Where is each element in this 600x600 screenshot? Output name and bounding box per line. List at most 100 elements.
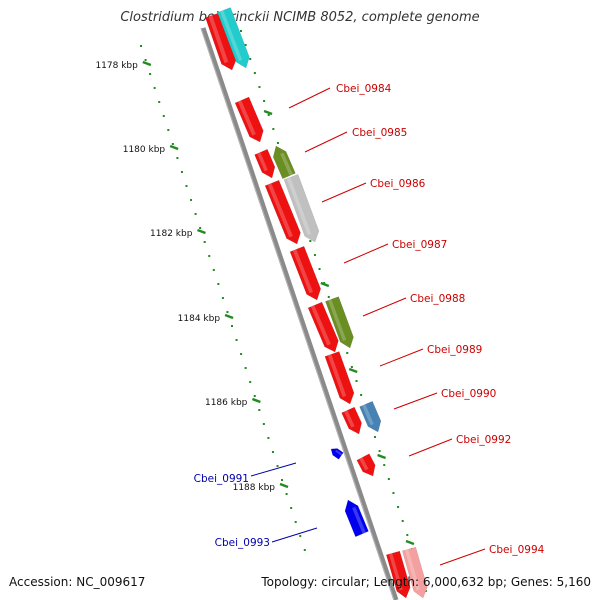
gene-labels: Cbei_0984 Cbei_0985 Cbei_0986 Cbei_0987 Cbei… [194, 83, 545, 556]
gene-arrow [254, 148, 276, 179]
ruler-dot [180, 171, 183, 173]
gene-arrow-highlight [344, 410, 355, 428]
gene-arrow-highlight [389, 553, 403, 591]
ruler-dot [240, 30, 242, 32]
ruler-dot [378, 450, 381, 452]
gene-arrow-highlight [359, 457, 369, 471]
ruler-dot [276, 465, 279, 467]
gene-arrow [217, 7, 250, 69]
ruler-dot [327, 296, 330, 298]
leader-line [379, 348, 424, 367]
gene-arrow [283, 174, 320, 243]
ruler-major-tick [263, 109, 273, 116]
ruler-dot [258, 86, 261, 88]
ruler-dot [208, 255, 211, 257]
ruler-major-tick [320, 281, 330, 288]
ruler-dot [199, 227, 202, 229]
genome-backbone [200, 27, 399, 600]
ruler-dot [249, 58, 252, 60]
leader-line [408, 438, 453, 457]
tick-labels: 1178 kbp 1180 kbp 1182 kbp 1184 kbp 1186 kbp… [95, 61, 275, 493]
ruler-dot [167, 129, 170, 131]
gene-arrow [341, 406, 362, 435]
gene-arrow [264, 179, 301, 245]
gene-arrow [359, 400, 382, 433]
ruler-dot [303, 549, 306, 551]
ruler-tick-label: 1180 kbp [123, 145, 166, 155]
ruler-dot [203, 241, 206, 243]
gene-arrow-highlight [328, 299, 347, 341]
ruler-dot [262, 423, 265, 425]
ruler-dot [285, 493, 288, 495]
gene-label: Cbei_0991 [194, 473, 249, 485]
ruler-major-tick [377, 453, 387, 460]
ruler-dot [149, 73, 152, 75]
ruler-tick-label: 1182 kbp [150, 229, 193, 239]
ruler-dot [299, 535, 302, 537]
ruler-dot [355, 380, 358, 382]
gene-arrow [330, 448, 344, 460]
ruler-dot [185, 185, 188, 187]
ruler-dot [263, 100, 266, 102]
ruler-dot [249, 381, 252, 383]
ruler-dot [360, 394, 363, 396]
ruler-dot [253, 72, 256, 74]
gene-track [205, 7, 428, 599]
ruler-dot [401, 520, 404, 522]
ruler-dot [153, 87, 156, 89]
gene-arrow-highlight [335, 449, 343, 456]
gene-arrow [289, 245, 321, 301]
ruler-dot [162, 115, 165, 117]
gene-label: Cbei_0990 [441, 388, 496, 400]
ruler-dot [392, 492, 395, 494]
leader-line [362, 297, 407, 317]
ruler-dot [240, 353, 243, 355]
ruler-dot [290, 507, 293, 509]
gene-arrow-highlight [352, 506, 366, 534]
gene-label: Cbei_0993 [215, 537, 270, 549]
ruler-major-tick [405, 539, 415, 546]
gene-arrow-highlight [267, 183, 293, 238]
ruler-dot [176, 157, 179, 159]
gene-arrow-highlight [257, 152, 268, 172]
ruler-major-tick [197, 228, 206, 235]
ruler-dot [281, 479, 284, 481]
ruler-dot [383, 464, 386, 466]
ruler-dot [318, 268, 321, 270]
gene-arrow [307, 301, 339, 353]
ruler-tick-label: 1184 kbp [178, 314, 221, 324]
ruler-dot [244, 44, 247, 46]
ruler-dot [190, 199, 193, 201]
ruler-major-tick [142, 60, 152, 67]
gene-arrow-highlight [220, 10, 243, 62]
ruler-dot [258, 409, 261, 411]
leader-line [321, 182, 367, 203]
ruler-major-tick [279, 482, 289, 489]
gene-arrow [401, 546, 428, 599]
leader-line [343, 243, 389, 264]
gene-label: Cbei_0987 [392, 239, 447, 251]
ruler-major-tick [169, 144, 179, 151]
ruler-dot [350, 366, 353, 368]
ruler-dot [221, 297, 224, 299]
ruler-dot [235, 339, 238, 341]
ruler-tick-label: 1178 kbp [95, 61, 138, 71]
gene-arrow-highlight [292, 249, 313, 294]
gene-arrow [272, 145, 296, 180]
gene-arrow-highlight [280, 152, 293, 176]
ruler-dot [271, 451, 274, 453]
ruler-major-tick [348, 367, 358, 374]
gene-arrow [344, 499, 369, 538]
leader-line [393, 392, 438, 410]
ruler-tick-label: 1188 kbp [233, 483, 276, 493]
ruler-dot [387, 478, 390, 480]
ruler-dot [309, 240, 312, 242]
accession-text: Accession: NC_009617 [9, 575, 146, 589]
leader-line [439, 548, 486, 566]
gene-label: Cbei_0985 [352, 127, 407, 139]
gene-arrow [234, 96, 264, 143]
leader-line [304, 131, 348, 153]
ruler-dot [373, 436, 376, 438]
leader-line [271, 527, 318, 543]
